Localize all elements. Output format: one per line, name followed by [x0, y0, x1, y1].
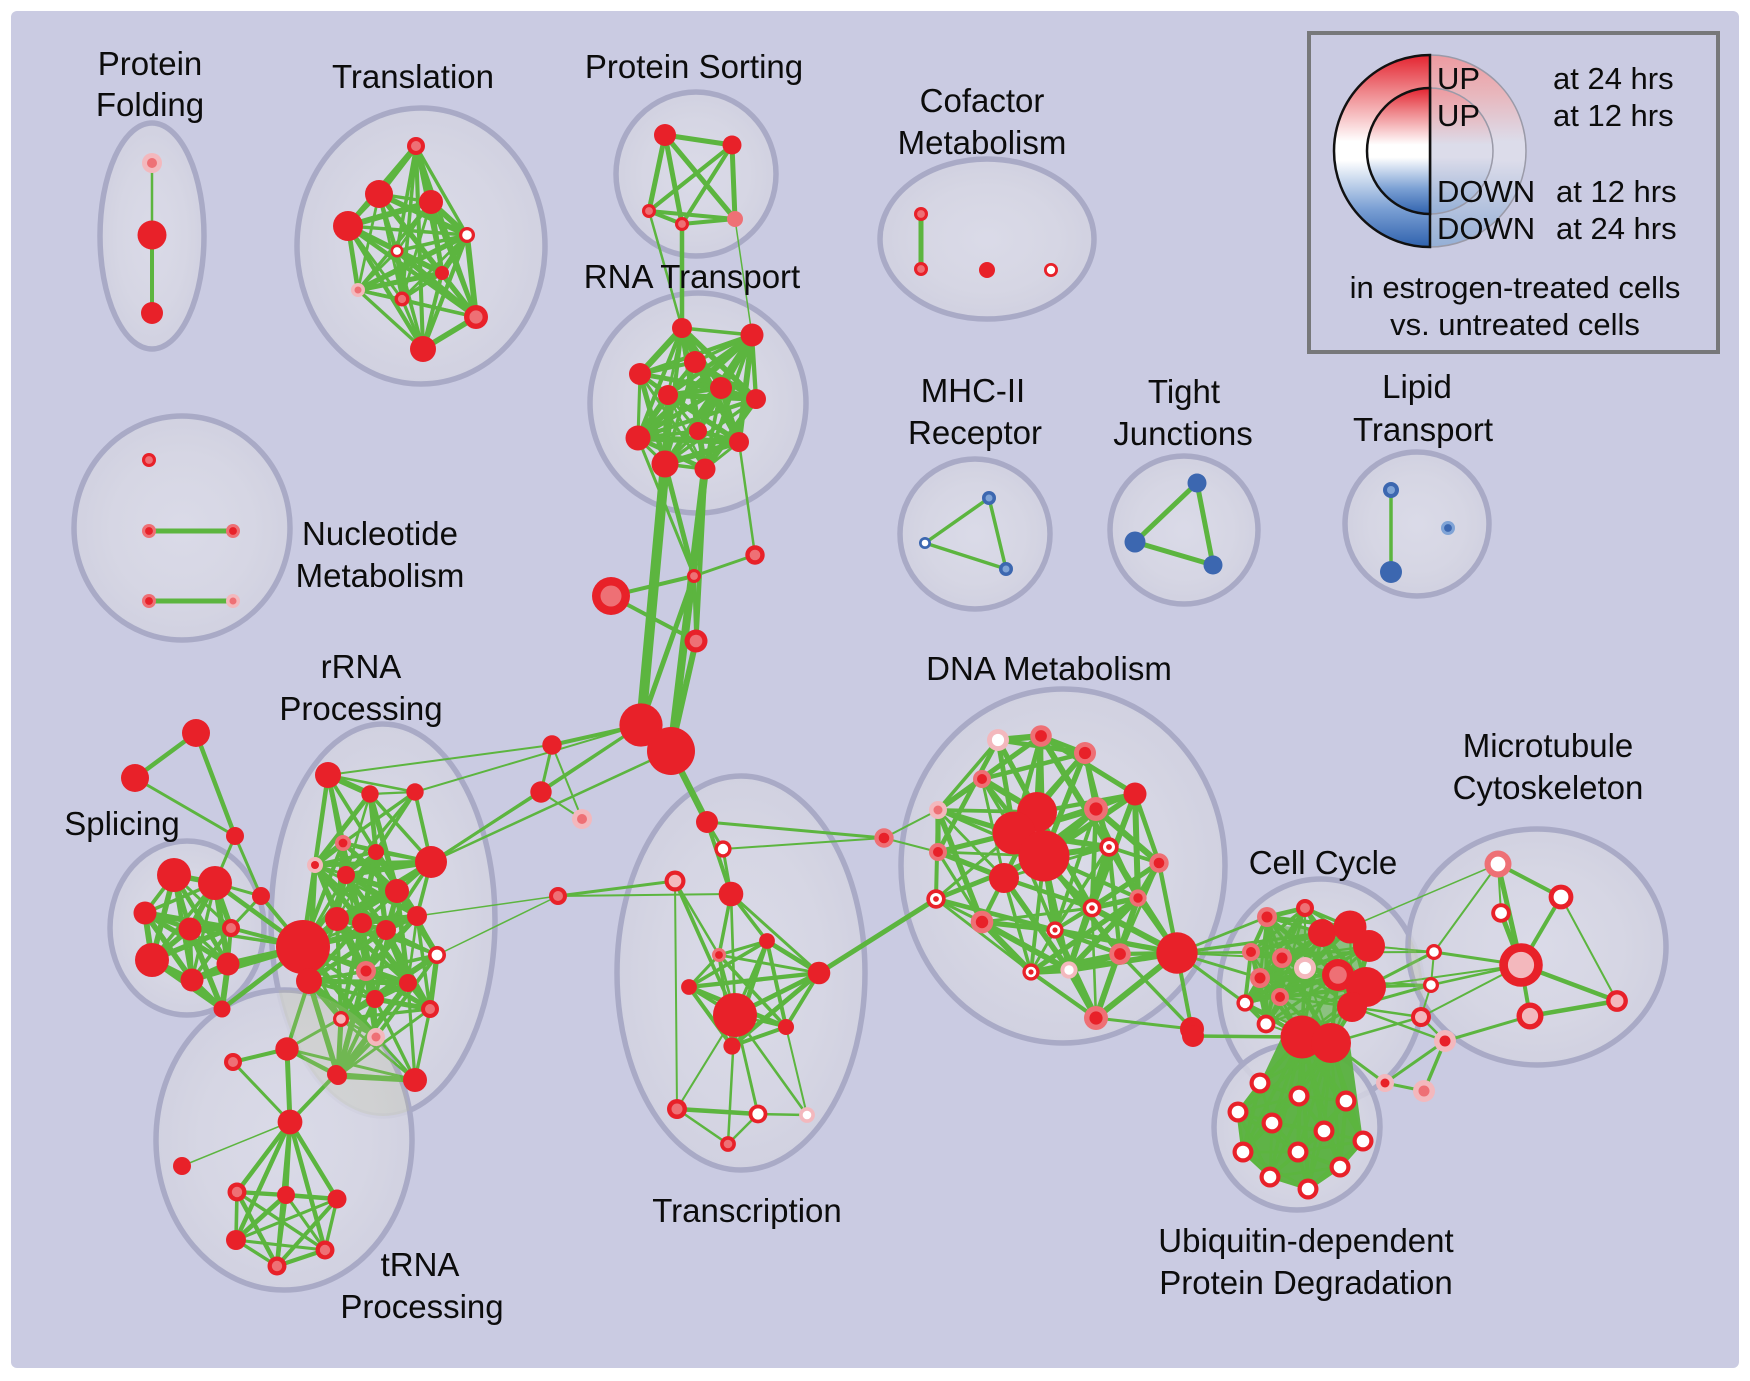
svg-text:at 12 hrs: at 12 hrs: [1553, 98, 1674, 133]
svg-text:Splicing: Splicing: [64, 805, 180, 842]
svg-text:Processing: Processing: [340, 1288, 503, 1325]
svg-text:at 24 hrs: at 24 hrs: [1553, 61, 1674, 96]
svg-text:Cofactor: Cofactor: [920, 82, 1045, 119]
svg-text:Metabolism: Metabolism: [898, 124, 1067, 161]
svg-text:vs. untreated cells: vs. untreated cells: [1390, 307, 1640, 342]
svg-text:Protein Sorting: Protein Sorting: [585, 48, 803, 85]
svg-text:DOWN: DOWN: [1437, 211, 1535, 246]
svg-text:Cell Cycle: Cell Cycle: [1249, 844, 1398, 881]
svg-text:Lipid: Lipid: [1382, 368, 1452, 405]
svg-text:MHC-II: MHC-II: [921, 372, 1025, 409]
svg-text:Tight: Tight: [1148, 373, 1220, 410]
svg-text:at 12 hrs: at 12 hrs: [1556, 174, 1677, 209]
svg-text:rRNA: rRNA: [321, 648, 402, 685]
svg-text:UP: UP: [1437, 98, 1480, 133]
svg-text:Transport: Transport: [1353, 411, 1493, 448]
svg-text:Protein: Protein: [98, 45, 203, 82]
svg-text:in estrogen-treated cells: in estrogen-treated cells: [1350, 270, 1681, 305]
svg-text:Microtubule: Microtubule: [1463, 727, 1634, 764]
svg-text:Processing: Processing: [279, 690, 442, 727]
svg-text:Ubiquitin-dependent: Ubiquitin-dependent: [1158, 1222, 1453, 1259]
svg-text:Translation: Translation: [332, 58, 494, 95]
svg-text:Junctions: Junctions: [1113, 415, 1252, 452]
svg-text:Protein Degradation: Protein Degradation: [1159, 1264, 1453, 1301]
svg-text:RNA Transport: RNA Transport: [584, 258, 800, 295]
svg-text:Cytoskeleton: Cytoskeleton: [1453, 769, 1644, 806]
svg-text:Transcription: Transcription: [652, 1192, 842, 1229]
svg-text:tRNA: tRNA: [381, 1246, 460, 1283]
svg-text:UP: UP: [1437, 61, 1480, 96]
svg-text:Folding: Folding: [96, 86, 204, 123]
svg-text:DNA Metabolism: DNA Metabolism: [926, 650, 1172, 687]
svg-text:Metabolism: Metabolism: [296, 557, 465, 594]
svg-text:DOWN: DOWN: [1437, 174, 1535, 209]
svg-text:Receptor: Receptor: [908, 414, 1042, 451]
svg-text:Nucleotide: Nucleotide: [302, 515, 458, 552]
svg-text:at 24 hrs: at 24 hrs: [1556, 211, 1677, 246]
